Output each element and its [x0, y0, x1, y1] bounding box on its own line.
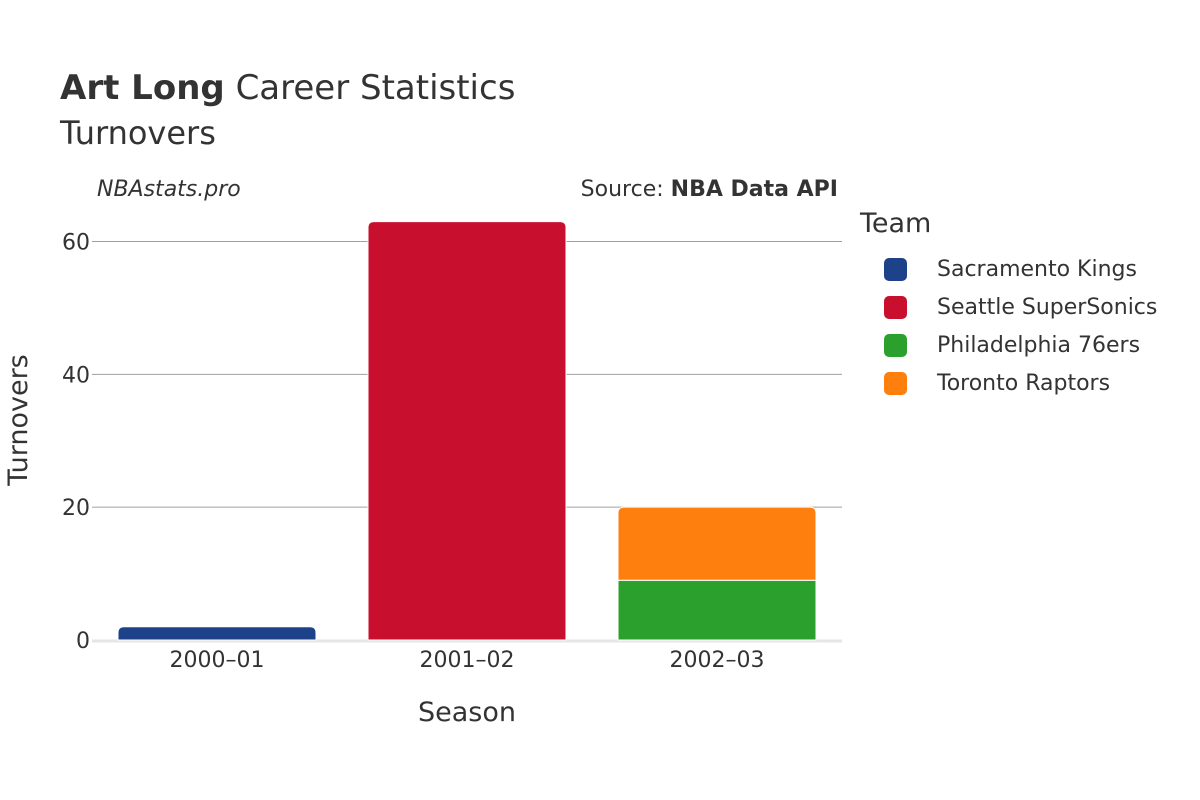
- x-tick-label: 2000–01: [170, 648, 265, 673]
- legend-swatch: [884, 295, 907, 319]
- chart-title: Art Long Career Statistics: [60, 66, 515, 110]
- legend-label: Sacramento Kings: [937, 256, 1137, 282]
- watermark: NBAstats.pro: [97, 177, 241, 202]
- legend-swatch: [884, 257, 907, 281]
- legend-item[interactable]: Seattle SuperSonics: [884, 288, 1157, 326]
- x-tick-label: 2001–02: [420, 648, 515, 673]
- legend-label: Toronto Raptors: [937, 370, 1111, 396]
- legend-item[interactable]: Sacramento Kings: [884, 250, 1157, 288]
- bar[interactable]: [617, 506, 817, 581]
- legend-item[interactable]: Toronto Raptors: [884, 364, 1157, 402]
- chart-title-rest: Career Statistics: [235, 68, 516, 108]
- bar[interactable]: [367, 221, 567, 641]
- legend-label: Philadelphia 76ers: [937, 332, 1141, 358]
- legend-swatch: [884, 333, 907, 357]
- legend-title: Team: [860, 208, 932, 239]
- legend-item[interactable]: Philadelphia 76ers: [884, 326, 1157, 364]
- y-tick-label: 60: [62, 231, 90, 256]
- x-axis-title: Season: [418, 697, 516, 728]
- chart-subtitle: Turnovers: [60, 114, 216, 152]
- chart-title-player: Art Long: [60, 68, 225, 108]
- legend-label: Seattle SuperSonics: [937, 294, 1158, 320]
- legend-swatch: [884, 371, 907, 395]
- legend: Sacramento Kings Seattle SuperSonics Phila…: [884, 250, 1157, 402]
- source-prefix: Source:: [580, 177, 664, 202]
- bar[interactable]: [617, 579, 817, 641]
- y-tick-label: 0: [76, 629, 90, 654]
- x-tick-label: 2002–03: [670, 648, 765, 673]
- y-tick-label: 20: [62, 496, 90, 521]
- y-tick-label: 40: [62, 363, 90, 388]
- source-credit: Source: NBA Data API: [581, 177, 838, 202]
- bar[interactable]: [117, 626, 317, 641]
- y-axis-title: Turnovers: [3, 354, 34, 487]
- source-name: NBA Data API: [670, 177, 838, 202]
